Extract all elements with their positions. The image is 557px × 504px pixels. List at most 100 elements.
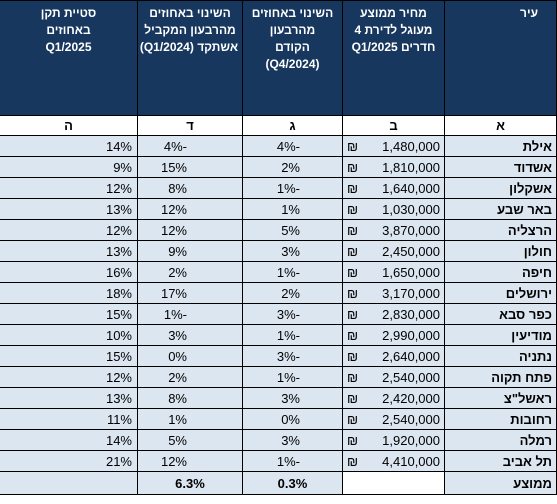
currency: ₪ — [347, 411, 359, 427]
std-dev: 10% — [0, 324, 138, 346]
std-dev: 13% — [0, 240, 138, 262]
change-year: 8% — [137, 387, 243, 409]
price-value: 2,990,000 — [382, 327, 440, 343]
std-dev: 16% — [0, 261, 138, 283]
header-line: Q1/2025 — [45, 40, 92, 54]
price: ₪ 3,870,000 — [342, 219, 445, 241]
price-value: 2,830,000 — [382, 306, 440, 322]
change-prev: -1% — [242, 177, 343, 199]
city-name: פתח תקוה — [444, 366, 557, 388]
std-dev: 14% — [0, 429, 138, 451]
currency: ₪ — [347, 222, 359, 238]
change-year: 1% — [137, 408, 243, 430]
price: ₪ 2,540,000 — [342, 366, 445, 388]
data-row: מודיעין ₪ 2,990,000 -1% 3% 10% — [0, 324, 557, 346]
change-prev: -1% — [242, 324, 343, 346]
price-value: 4,410,000 — [382, 453, 440, 469]
price: ₪ 2,450,000 — [342, 240, 445, 262]
currency: ₪ — [347, 138, 359, 154]
header-line: חדרים Q1/2025 — [351, 40, 436, 54]
city-name: מודיעין — [444, 324, 557, 346]
data-row: פתח תקוה ₪ 2,540,000 -1% 2% 12% — [0, 366, 557, 388]
city-name: חולון — [444, 240, 557, 262]
header-line: מחיר ממוצע — [360, 6, 427, 20]
price: ₪ 2,990,000 — [342, 324, 445, 346]
std-dev: 12% — [0, 177, 138, 199]
city-name: נתניה — [444, 345, 557, 367]
price: ₪ 1,920,000 — [342, 429, 445, 451]
city-name: כפר סבא — [444, 303, 557, 325]
currency: ₪ — [347, 306, 359, 322]
avg-change-prev: 0.3% — [242, 471, 343, 495]
header-line: מהרבעון — [269, 23, 316, 37]
change-year: 9% — [137, 240, 243, 262]
currency: ₪ — [347, 432, 359, 448]
data-row: חולון ₪ 2,450,000 3% 9% 13% — [0, 240, 557, 262]
avg-change-year: 6.3% — [137, 471, 243, 495]
price: ₪ 2,540,000 — [342, 408, 445, 430]
change-year: 2% — [137, 366, 243, 388]
change-prev: 5% — [242, 219, 343, 241]
change-prev: -1% — [242, 261, 343, 283]
price: ₪ 1,480,000 — [342, 135, 445, 157]
header-line: עיר — [520, 6, 538, 20]
price: ₪ 2,420,000 — [342, 387, 445, 409]
data-row: אשקלון ₪ 1,640,000 -1% 8% 12% — [0, 177, 557, 199]
data-row: חיפה ₪ 1,650,000 -1% 2% 16% — [0, 261, 557, 283]
data-row: אילת ₪ 1,480,000 -4% -4% 14% — [0, 135, 557, 157]
header-line: השינוי באחוזים — [149, 6, 231, 20]
currency: ₪ — [347, 369, 359, 385]
price: ₪ 1,640,000 — [342, 177, 445, 199]
data-row: כפר סבא ₪ 2,830,000 -3% -1% 15% — [0, 303, 557, 325]
currency: ₪ — [347, 285, 359, 301]
std-dev: 11% — [0, 408, 138, 430]
header-line: סטיית תקן — [40, 6, 97, 20]
summary-empty — [342, 471, 445, 495]
summary-row: ממוצע 0.3% 6.3% — [0, 471, 557, 495]
price: ₪ 1,030,000 — [342, 198, 445, 220]
table-body: א ב ג ד ה אילת ₪ 1,480,000 -4% -4% 14% אשדוד ₪ 1,810,… — [0, 115, 557, 495]
city-name: תל אביב — [444, 450, 557, 472]
change-year: 3% — [137, 324, 243, 346]
column-letter: ה — [0, 115, 138, 136]
column-header: השינוי באחוזים מהרבעון הקודם (Q4/2024) — [242, 0, 343, 116]
change-prev: -1% — [242, 366, 343, 388]
price: ₪ 4,410,000 — [342, 450, 445, 472]
price-value: 2,640,000 — [382, 348, 440, 364]
data-row: ירושלים ₪ 3,170,000 2% 17% 18% — [0, 282, 557, 304]
currency: ₪ — [347, 327, 359, 343]
city-name: אשדוד — [444, 156, 557, 178]
change-year: 12% — [137, 450, 243, 472]
change-year: 17% — [137, 282, 243, 304]
currency: ₪ — [347, 453, 359, 469]
std-dev: 12% — [0, 366, 138, 388]
price-value: 1,640,000 — [382, 180, 440, 196]
price: ₪ 1,650,000 — [342, 261, 445, 283]
price-value: 2,540,000 — [382, 411, 440, 427]
summary-empty — [0, 471, 138, 495]
column-header: עיר — [444, 0, 557, 116]
currency: ₪ — [347, 243, 359, 259]
data-row: רמלה ₪ 1,920,000 3% 5% 14% — [0, 429, 557, 451]
price-value: 2,540,000 — [382, 369, 440, 385]
price-value: 1,650,000 — [382, 264, 440, 280]
change-prev: 1% — [242, 198, 343, 220]
change-prev: 3% — [242, 240, 343, 262]
city-name: ראשל"צ — [444, 387, 557, 409]
data-row: אשדוד ₪ 1,810,000 2% 15% 9% — [0, 156, 557, 178]
city-name: אשקלון — [444, 177, 557, 199]
std-dev: 13% — [0, 198, 138, 220]
change-year: 5% — [137, 429, 243, 451]
column-letter: ג — [242, 115, 343, 136]
column-letter: א — [444, 115, 557, 136]
change-prev: 3% — [242, 429, 343, 451]
price-value: 2,450,000 — [382, 243, 440, 259]
header-line: מהרבעון המקביל — [144, 23, 236, 37]
currency: ₪ — [347, 201, 359, 217]
data-row: תל אביב ₪ 4,410,000 -1% 12% 21% — [0, 450, 557, 472]
std-dev: 15% — [0, 303, 138, 325]
header-line: הקודם — [275, 40, 310, 54]
city-name: חיפה — [444, 261, 557, 283]
